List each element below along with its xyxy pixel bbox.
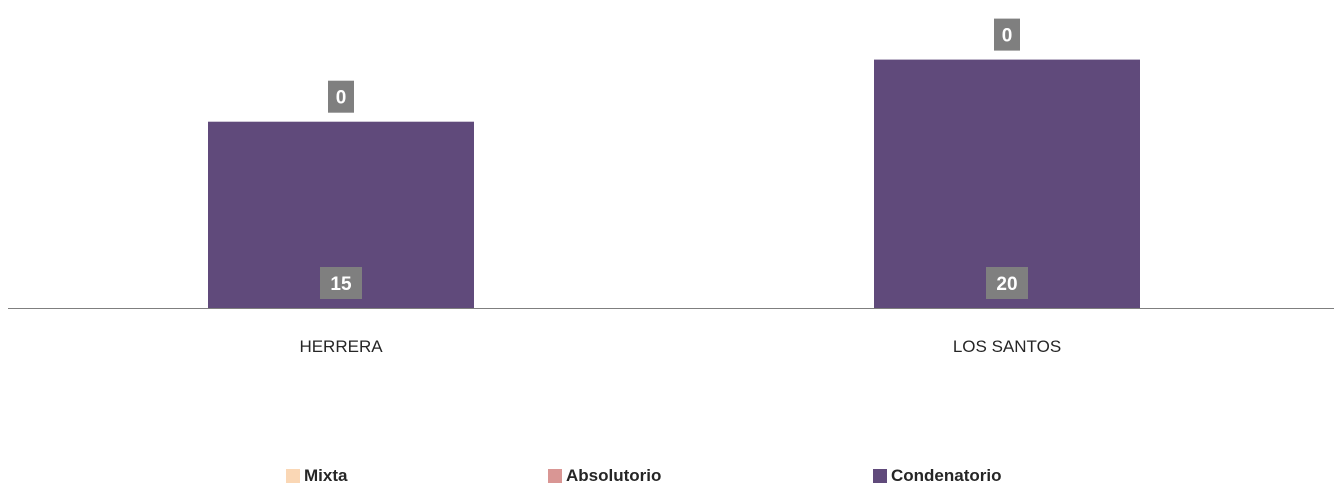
legend-swatch-condenatorio <box>873 469 887 483</box>
data-label-bg-total-herrera <box>328 80 354 113</box>
legend-label-mixta: Mixta <box>304 466 348 485</box>
data-label-total-herrera: 0 <box>336 88 347 109</box>
legend-swatch-mixta <box>286 469 300 483</box>
data-labels-group: 15 0 20 0 <box>320 18 1028 299</box>
legend-item-condenatorio: Condenatorio <box>873 466 1002 486</box>
category-labels-group: HERRERA LOS SANTOS <box>299 337 1061 356</box>
data-label-bg-condenatorio-los-santos <box>986 267 1028 299</box>
legend-label-condenatorio: Condenatorio <box>891 466 1002 485</box>
data-label-bg-condenatorio-herrera <box>320 267 362 299</box>
category-label-los-santos: LOS SANTOS <box>953 337 1061 356</box>
bar-condenatorio-los-santos <box>874 59 1140 308</box>
legend-label-absolutorio: Absolutorio <box>566 466 662 485</box>
data-label-condenatorio-herrera: 15 <box>330 274 352 295</box>
data-label-condenatorio-los-santos: 20 <box>996 274 1017 295</box>
category-label-herrera: HERRERA <box>299 337 383 356</box>
legend-item-mixta: Mixta <box>286 466 347 486</box>
data-label-bg-total-los-santos <box>994 18 1020 51</box>
legend: Mixta Absolutorio Condenatorio <box>0 466 1341 488</box>
legend-swatch-absolutorio <box>548 469 562 483</box>
data-label-total-los-santos: 0 <box>1002 26 1013 47</box>
stacked-bar-chart: 15 0 20 0 HERRERA LOS SANTOS <box>8 18 1334 356</box>
bars-group <box>208 59 1140 308</box>
legend-item-absolutorio: Absolutorio <box>548 466 661 486</box>
